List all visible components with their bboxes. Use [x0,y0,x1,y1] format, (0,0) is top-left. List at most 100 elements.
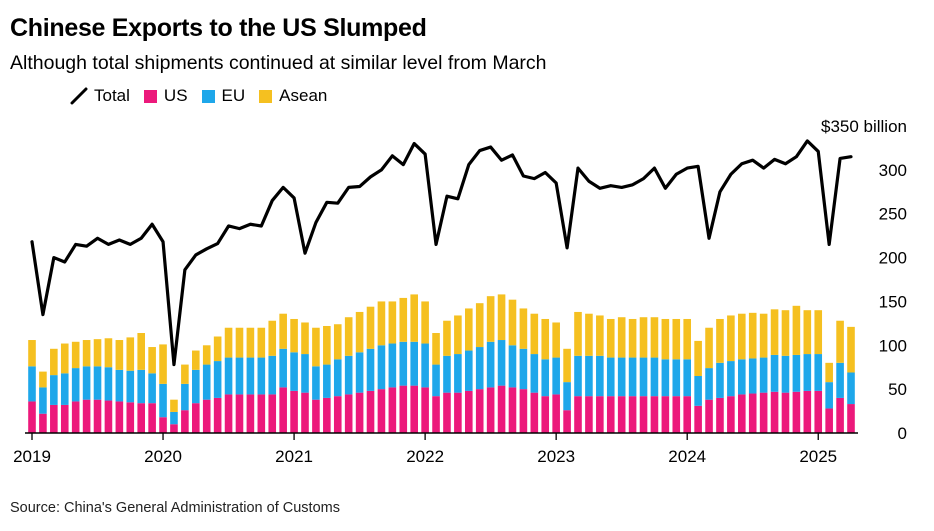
bar-us [672,396,681,433]
bar-eu [104,367,113,401]
source-note: Source: China's General Administration o… [10,500,340,516]
legend-item-eu: EU [201,86,246,106]
bar-us [759,392,768,433]
bar-us [727,396,735,433]
bar-eu [170,411,178,425]
legend-label-us: US [163,86,188,105]
bar-us [410,385,418,433]
bar-us [333,396,342,433]
bar-asean [781,310,790,356]
legend-label-eu: EU [221,86,246,105]
bar-asean [170,399,178,412]
bar-asean [716,318,724,363]
bar-asean [661,318,670,360]
bar-asean [792,305,801,355]
bar-eu [93,366,102,400]
bar-asean [93,339,102,367]
bar-eu [301,354,309,393]
bar-us [28,401,36,433]
bar-us [770,391,779,433]
bar-asean [224,327,233,358]
bar-asean [257,327,266,358]
legend-label-total: Total [94,86,130,105]
bar-us [159,417,167,433]
bar-eu [355,352,364,393]
bar-eu [803,354,812,391]
bar-us [716,397,724,433]
bar-asean [137,333,145,370]
bar-us [443,392,451,433]
bar-us [213,397,222,433]
bar-us [246,394,255,433]
bar-asean [563,348,571,383]
bar-asean [650,317,659,358]
bar-asean [552,322,560,358]
bar-eu [50,375,58,405]
bar-us [465,390,473,433]
bar-eu [628,357,637,397]
bar-asean [443,320,451,356]
bar-us [50,404,58,433]
bar-us [104,400,113,433]
bar-asean [312,327,320,367]
bar-us [192,403,200,433]
bar-us [355,392,364,433]
bar-eu [443,355,451,393]
bar-asean [71,341,80,369]
bar-eu [290,352,298,391]
bar-us [650,396,659,433]
bar-asean [323,325,331,365]
bar-eu [661,359,670,397]
x-tick-label: 2024 [668,447,706,466]
bar-eu [202,364,211,400]
bar-eu [836,362,844,398]
bar-us [224,394,233,433]
bar-eu [825,382,833,409]
total-line-icon [70,87,88,105]
bar-us [60,404,69,433]
bar-eu [672,359,681,397]
x-tick-label: 2020 [144,447,182,466]
bar-eu [705,368,713,400]
bar-asean [388,301,397,344]
bar-asean [377,301,386,346]
x-tick-label: 2019 [13,447,51,466]
bar-asean [606,318,615,358]
bar-eu [399,341,408,386]
bar-eu [71,368,80,402]
bar-us [279,387,287,433]
bar-asean [148,347,156,374]
bar-eu [159,383,167,418]
bar-us [290,390,298,433]
bar-eu [486,341,495,388]
bar-asean [475,303,484,348]
bar-us [748,393,757,433]
bar-us [497,385,506,433]
bar-eu [574,355,582,397]
x-tick-label: 2022 [406,447,444,466]
bar-eu [639,357,648,397]
bar-eu [475,347,484,390]
bar-us [399,385,408,433]
bar-asean [50,348,58,376]
bar-asean [115,340,124,370]
bar-asean [246,327,255,358]
bar-asean [519,308,528,349]
bar-asean [454,315,462,355]
bar-eu [519,348,528,390]
legend-item-asean: Asean [259,86,327,106]
bar-us [639,396,648,433]
bar-eu [770,354,779,392]
bar-us [792,391,801,433]
bar-eu [454,354,462,393]
bar-asean [202,345,211,365]
bar-asean [508,299,517,346]
bar-eu [344,355,353,395]
bar-us [541,396,550,433]
bar-eu [541,359,550,397]
bar-eu [279,348,287,388]
bar-asean [803,310,812,355]
bar-eu [82,366,91,400]
bar-eu [333,359,342,397]
chart-subtitle: Although total shipments continued at si… [10,52,547,74]
